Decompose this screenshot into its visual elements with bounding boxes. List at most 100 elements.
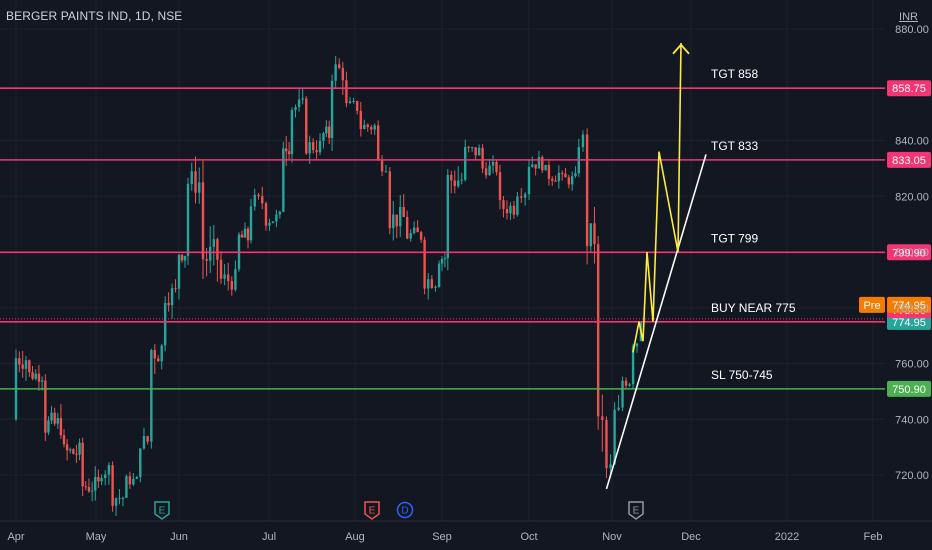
candle-body (294, 107, 297, 111)
candle-body (613, 409, 616, 465)
candle-body (31, 372, 34, 379)
candle-body (322, 133, 325, 141)
candle-body (174, 288, 177, 290)
y-tick-label: 880.00 (895, 24, 929, 36)
trendline (605, 154, 707, 490)
candle-body (75, 453, 78, 455)
candle-body (287, 151, 291, 155)
candle-body (495, 161, 498, 173)
candle-body (72, 449, 75, 454)
event-marker[interactable]: E (364, 501, 380, 520)
candle-body (470, 147, 474, 149)
projection-path (632, 42, 682, 353)
y-tick-label: 780.00 (895, 303, 929, 315)
symbol-title: BERGER PAINTS IND, 1D, NSE (6, 9, 183, 23)
earnings-icon (364, 501, 380, 520)
candle-body (297, 99, 301, 108)
candle-body (628, 384, 631, 386)
candle-body (278, 211, 282, 215)
candle-body (261, 196, 264, 204)
candle-body (631, 346, 635, 385)
candle-body (570, 176, 574, 185)
candle-body (34, 373, 37, 379)
candle-body (460, 179, 463, 181)
candle-body (392, 214, 395, 229)
candle-body (423, 239, 426, 289)
candle-body (201, 182, 205, 260)
price-level-label: TGT 833 (711, 139, 758, 153)
candle-body (477, 147, 481, 156)
candle-body (40, 380, 44, 382)
earnings-icon (628, 501, 644, 520)
event-marker[interactable]: D (396, 501, 414, 519)
currency-label[interactable]: INR (899, 11, 918, 23)
candle-body (271, 221, 275, 223)
candle-body (377, 125, 380, 161)
candle-body (139, 448, 142, 477)
candle-body (50, 412, 53, 421)
price-level-tag (887, 151, 931, 168)
candle-body (348, 101, 352, 104)
candle-body (453, 180, 456, 187)
candle-body (97, 477, 100, 482)
candle-body (547, 164, 551, 179)
candle-body (268, 222, 271, 226)
x-tick-label: Oct (520, 531, 537, 543)
candle-body (216, 239, 219, 260)
price-level-tag-text: 833.05 (892, 155, 926, 167)
candle-body (593, 223, 596, 245)
x-tick-label: Feb (864, 531, 883, 543)
candle-body (399, 206, 402, 227)
dividend-icon (396, 501, 414, 519)
candles (14, 55, 643, 516)
price-level-label: TGT 799 (711, 231, 758, 245)
candle-body (561, 172, 564, 174)
event-marker-letter: E (633, 506, 640, 517)
candle-body (464, 146, 467, 180)
candle-body (609, 464, 612, 469)
candle-body (512, 205, 516, 215)
y-tick-label: 840.00 (895, 136, 929, 148)
candle-body (205, 259, 208, 261)
event-marker[interactable]: E (628, 501, 644, 520)
x-tick-label: May (86, 531, 107, 543)
candle-body (243, 228, 247, 238)
time-axis: Apr May Jun Jul Aug Sep Oct Nov Dec 2022 Feb (0, 520, 932, 543)
candle-body (59, 418, 63, 436)
x-tick-label: Sep (432, 531, 452, 543)
candle-body (581, 134, 585, 148)
candle-body (567, 177, 571, 185)
event-marker-letter: D (401, 506, 408, 517)
candle-body (163, 302, 167, 346)
price-level-tag-text: 799.90 (892, 247, 926, 259)
candle-body (21, 364, 24, 369)
candle-body (90, 490, 94, 492)
x-tick-label: Apr (7, 531, 24, 543)
candle-body (142, 436, 146, 449)
candle-body (257, 194, 260, 197)
x-tick-label: Jul (262, 531, 276, 543)
pre-badge (859, 296, 885, 313)
candle-body (502, 200, 505, 209)
candle-body (84, 486, 88, 488)
candle-body (37, 373, 41, 382)
candle-body (363, 124, 366, 129)
candle-body (412, 227, 416, 234)
candle-body (328, 126, 331, 138)
candle-body (527, 166, 531, 195)
candle-body (509, 205, 512, 214)
candle-body (359, 111, 362, 129)
candle-body (249, 206, 253, 241)
price-level-tag (887, 80, 931, 97)
candle-body (56, 418, 59, 424)
candle-body (557, 172, 561, 182)
price-level-tag-text: 858.75 (892, 83, 926, 95)
candle-body (100, 477, 103, 482)
event-marker[interactable]: E (154, 501, 170, 520)
event-marker-letter: E (369, 506, 376, 517)
candle-body (531, 164, 534, 167)
candle-body (234, 269, 237, 290)
candle-body (370, 127, 373, 130)
y-tick-label: 740.00 (895, 414, 929, 426)
